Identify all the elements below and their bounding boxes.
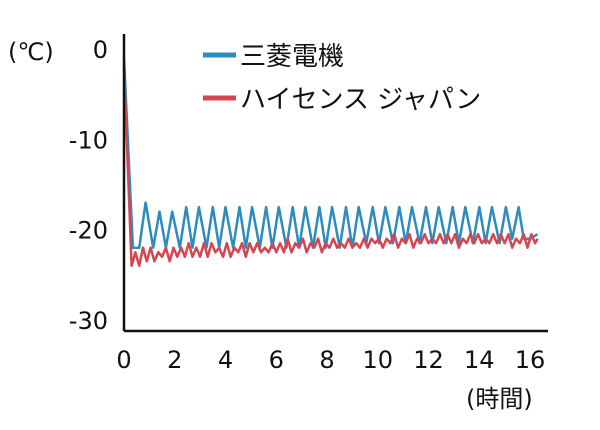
x-tick-label: 6 [269, 346, 284, 374]
y-tick-label: -10 [69, 126, 108, 154]
series-line-hisense [122, 67, 539, 268]
x-tick-label: 10 [362, 346, 393, 374]
x-tick-label: 14 [464, 346, 495, 374]
x-tick-label: 2 [167, 346, 182, 374]
x-axis-unit-label: (時間) [466, 385, 533, 413]
y-axis-unit-label: (℃) [8, 38, 54, 66]
y-tick-labels: 0 -10 -20 -30 [69, 36, 108, 335]
y-tick-label: -30 [69, 307, 108, 335]
legend: 三菱電機 ハイセンス ジャパン [203, 42, 481, 115]
x-tick-labels: 0 2 4 6 8 10 12 14 16 [116, 346, 545, 374]
x-tick-label: 12 [413, 346, 444, 374]
x-tick-label: 4 [218, 346, 233, 374]
legend-label-hisense: ハイセンス ジャパン [240, 85, 481, 115]
x-tick-label: 0 [116, 346, 131, 374]
y-tick-label: -20 [69, 217, 108, 245]
legend-label-mitsubishi: 三菱電機 [240, 42, 344, 72]
y-tick-label: 0 [93, 36, 108, 64]
x-tick-label: 8 [319, 346, 334, 374]
x-tick-label: 16 [515, 346, 546, 374]
series-line-mitsubishi [122, 57, 539, 249]
axes [122, 34, 548, 333]
plot-lines [122, 57, 539, 268]
